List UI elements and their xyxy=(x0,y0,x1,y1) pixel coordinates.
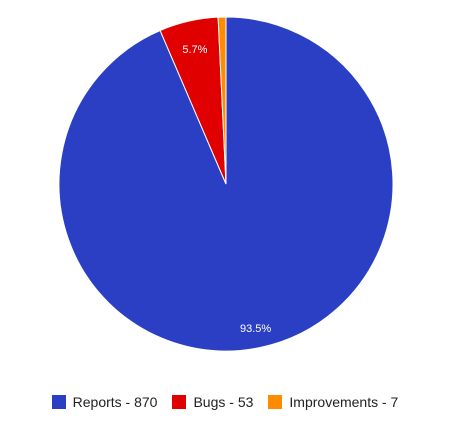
legend-swatch-improvements xyxy=(268,395,283,409)
pie-label-reports: 93.5% xyxy=(240,323,271,335)
pie-slice-improvements[interactable] xyxy=(217,16,227,185)
legend-label-reports: Reports - 870 xyxy=(72,394,158,410)
legend-item-improvements[interactable]: Improvements - 7 xyxy=(268,394,398,410)
legend-item-reports[interactable]: Reports - 870 xyxy=(51,394,158,410)
legend-swatch-bugs xyxy=(172,395,187,409)
legend-label-bugs: Bugs - 53 xyxy=(193,394,254,410)
legend-item-bugs[interactable]: Bugs - 53 xyxy=(172,394,253,410)
pie-label-bugs: 5.7% xyxy=(182,44,207,56)
chart-legend: Reports - 870 Bugs - 53 Improvements - 7 xyxy=(0,394,450,410)
legend-swatch-reports xyxy=(51,395,66,409)
legend-label-improvements: Improvements - 7 xyxy=(289,394,399,410)
